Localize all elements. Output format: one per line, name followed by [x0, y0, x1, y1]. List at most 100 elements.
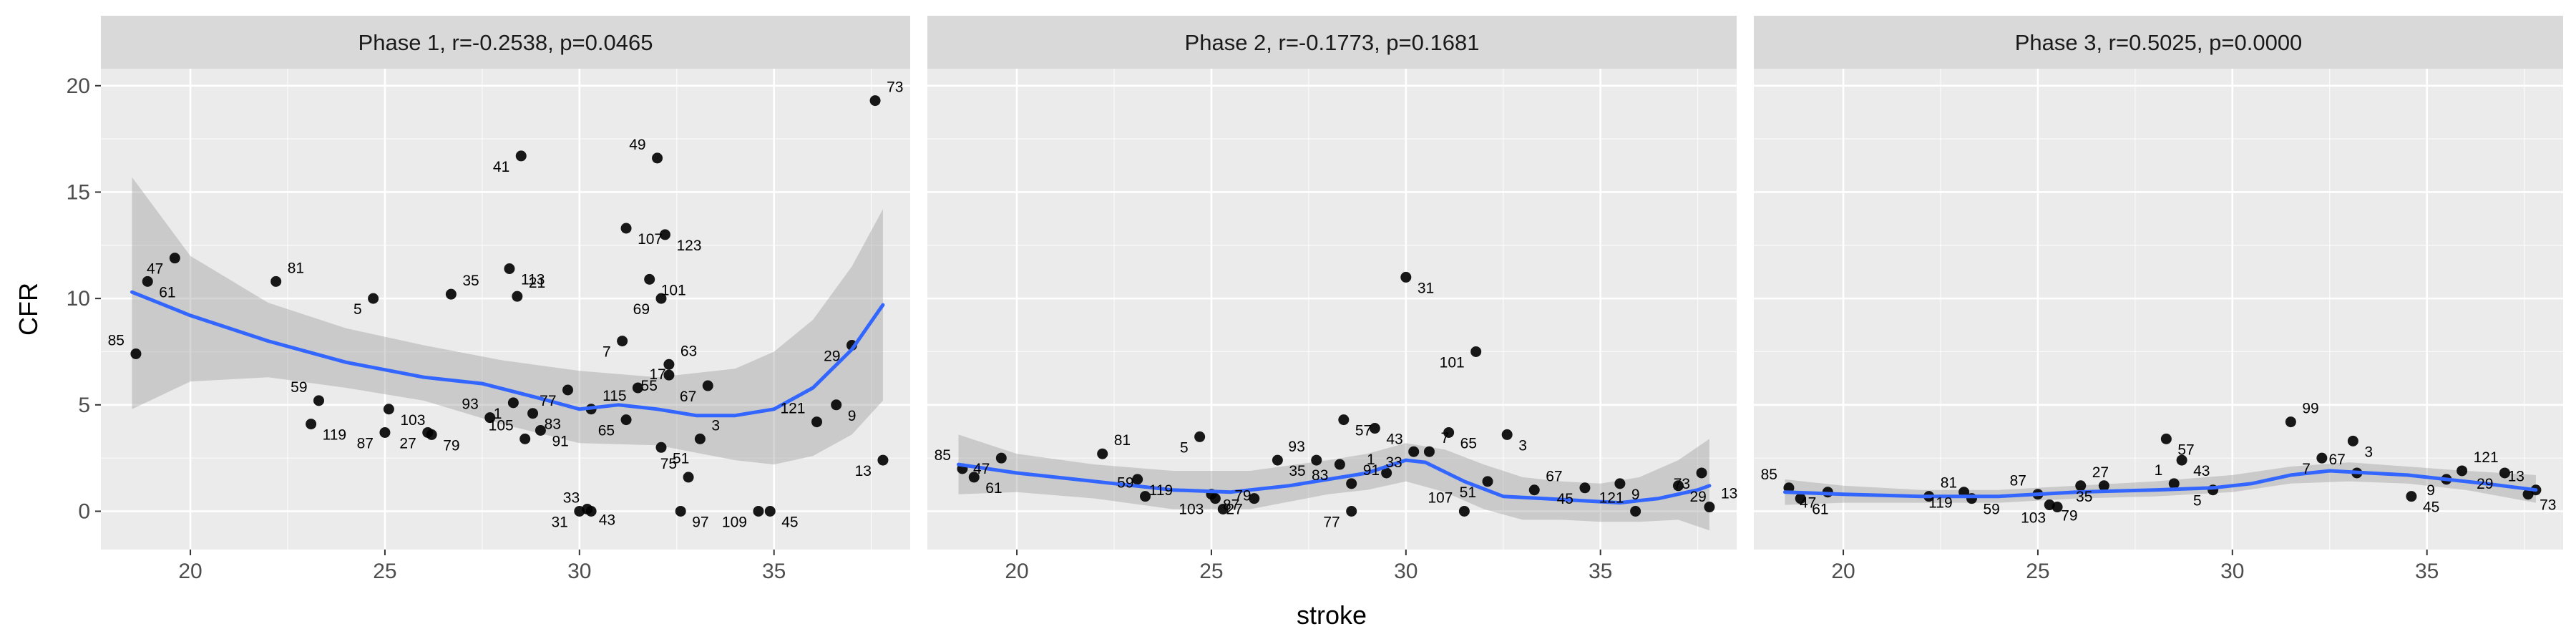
point-label: 81 [1114, 432, 1131, 449]
point-label: 5 [2193, 493, 2202, 509]
data-point [2168, 478, 2180, 489]
point-label: 99 [2302, 401, 2318, 417]
data-point [2098, 480, 2109, 492]
point-label: 119 [1928, 495, 1952, 512]
x-tick-label: 35 [1589, 560, 1612, 583]
point-label: 107 [1428, 489, 1453, 506]
data-point [1132, 474, 1143, 485]
smooth-trend-line [1783, 469, 2538, 499]
point-label: 91 [552, 433, 568, 449]
x-tick-label: 30 [1394, 560, 1418, 583]
plot-panel-background [1754, 69, 2563, 550]
point-label: 7 [602, 344, 611, 361]
data-point [1795, 493, 1806, 504]
data-point [1482, 476, 1493, 487]
point-label: 7 [2302, 461, 2311, 477]
point-label: 115 [602, 388, 626, 404]
data-point [512, 291, 523, 302]
data-point [877, 454, 889, 466]
point-label: 87 [1223, 497, 1239, 514]
x-tick-label: 35 [2415, 560, 2439, 583]
point-label: 103 [2021, 510, 2046, 527]
point-label: 69 [633, 301, 650, 318]
data-point [130, 348, 142, 359]
data-point [1217, 504, 1229, 515]
point-label: 61 [1812, 502, 1828, 518]
point-label: 73 [2540, 497, 2556, 514]
data-point [1672, 480, 1684, 492]
point-label: 13 [1721, 486, 1737, 502]
point-label: 73 [887, 79, 903, 96]
data-point [659, 229, 670, 240]
data-point [1423, 446, 1435, 457]
point-label: 35 [462, 273, 479, 289]
data-point [694, 433, 706, 444]
point-label: 3 [711, 417, 720, 434]
data-point [1272, 454, 1283, 466]
data-point [652, 152, 663, 164]
data-point [535, 424, 546, 436]
point-label: 49 [629, 137, 645, 153]
data-point [663, 358, 675, 370]
data-point [1194, 431, 1206, 442]
data-point [1579, 482, 1591, 494]
point-label: 47 [973, 461, 990, 477]
data-point [663, 369, 675, 381]
point-label: 65 [1460, 435, 1477, 452]
facet-strip [101, 16, 910, 69]
y-tick-label: 10 [67, 287, 90, 311]
data-point [2347, 435, 2358, 447]
x-axis-title: stroke [1297, 600, 1367, 630]
data-point [484, 412, 496, 424]
data-point [995, 452, 1007, 464]
data-point [2051, 502, 2063, 513]
data-point [683, 472, 694, 483]
point-label: 29 [1689, 489, 1706, 505]
data-point [426, 429, 437, 440]
point-label: 113 [521, 272, 545, 288]
facet-title: Phase 2, r=-0.1773, p=0.1681 [1185, 30, 1480, 55]
point-label: 43 [1386, 431, 1402, 448]
data-point [2406, 491, 2417, 502]
x-tick-label: 20 [178, 560, 202, 583]
data-point [306, 419, 317, 430]
point-label: 105 [489, 417, 514, 434]
data-point [2285, 416, 2296, 428]
point-label: 3 [1518, 437, 1527, 454]
point-label: 63 [680, 343, 697, 359]
point-label: 45 [2423, 499, 2439, 516]
data-point [655, 293, 667, 304]
facet-title: Phase 3, r=0.5025, p=0.0000 [2015, 30, 2303, 55]
data-point [655, 441, 667, 453]
smooth-trend-line [130, 290, 885, 418]
point-label: 97 [692, 514, 708, 530]
point-label: 75 [660, 456, 677, 472]
point-label: 29 [2477, 476, 2493, 492]
point-label: 27 [1226, 502, 1242, 518]
point-label: 73 [1674, 476, 1690, 492]
point-label: 9 [2426, 482, 2435, 499]
data-point [675, 505, 686, 517]
x-tick-label: 25 [1199, 560, 1223, 583]
point-label: 41 [493, 159, 509, 175]
point-label: 33 [563, 489, 580, 506]
point-label: 85 [1761, 467, 1777, 483]
x-tick-label: 30 [2220, 560, 2244, 583]
y-tick-label: 0 [78, 499, 90, 523]
point-label: 13 [2508, 469, 2524, 485]
confidence-band [958, 434, 1709, 531]
data-point [2075, 480, 2087, 492]
point-label: 31 [551, 514, 567, 530]
data-point [644, 273, 655, 285]
point-label: 17 [649, 366, 665, 383]
point-label: 35 [1289, 463, 1305, 479]
point-label: 93 [462, 396, 478, 413]
data-point [1528, 484, 1540, 496]
data-point [1311, 454, 1322, 466]
plot-panel-background [927, 69, 1737, 550]
data-point [504, 263, 515, 275]
data-point [2160, 433, 2172, 444]
